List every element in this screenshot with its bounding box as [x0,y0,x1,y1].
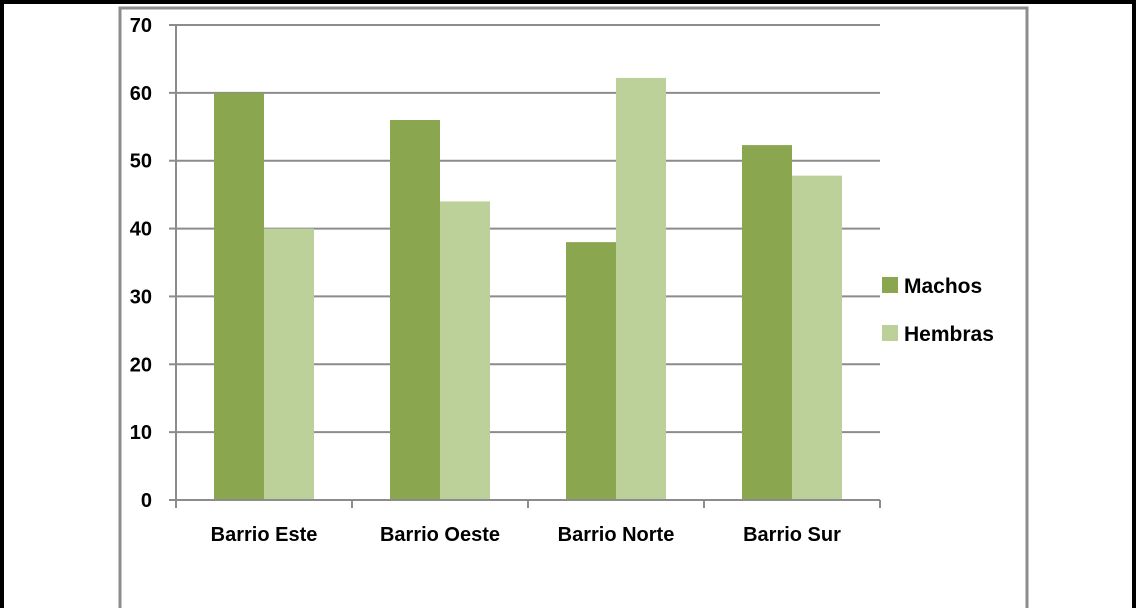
y-tick-label: 50 [130,151,152,173]
bar-hembras-1 [264,228,314,501]
legend-swatch-hembras [882,325,898,341]
y-tick-label: 70 [130,15,152,37]
page-frame-left [0,0,4,608]
bar-machos-2 [390,120,440,500]
y-tick-label: 0 [141,490,152,512]
legend: Machos Hembras [882,275,994,346]
bars [214,77,842,501]
bar-hembras-4 [792,175,842,500]
bar-machos-4 [742,145,792,500]
x-tick-label: Barrio Este [211,524,318,546]
legend-swatch-machos [882,277,898,293]
page-frame-top [0,0,1136,4]
x-tick-label: Barrio Norte [558,524,675,546]
y-tick-labels: 0 10 20 30 40 50 60 70 [130,15,152,512]
y-tick-label: 30 [130,286,152,308]
bar-machos-3 [566,242,616,500]
y-tick-label: 10 [130,422,152,444]
x-tick-labels: Barrio Este Barrio Oeste Barrio Norte Barri… [211,524,841,546]
legend-label-machos: Machos [904,275,982,298]
y-tick-label: 20 [130,354,152,376]
legend-label-hembras: Hembras [904,323,994,346]
y-tick-label: 60 [130,83,152,105]
x-tick-label: Barrio Oeste [380,524,500,546]
page-frame-right [1132,0,1136,608]
y-tick-label: 40 [130,219,152,241]
bar-hembras-2 [440,201,490,500]
plot-frame [118,6,1029,608]
bar-hembras-3 [616,77,666,500]
x-tick-label: Barrio Sur [743,524,841,546]
axes [169,24,881,508]
bar-machos-1 [214,92,264,500]
